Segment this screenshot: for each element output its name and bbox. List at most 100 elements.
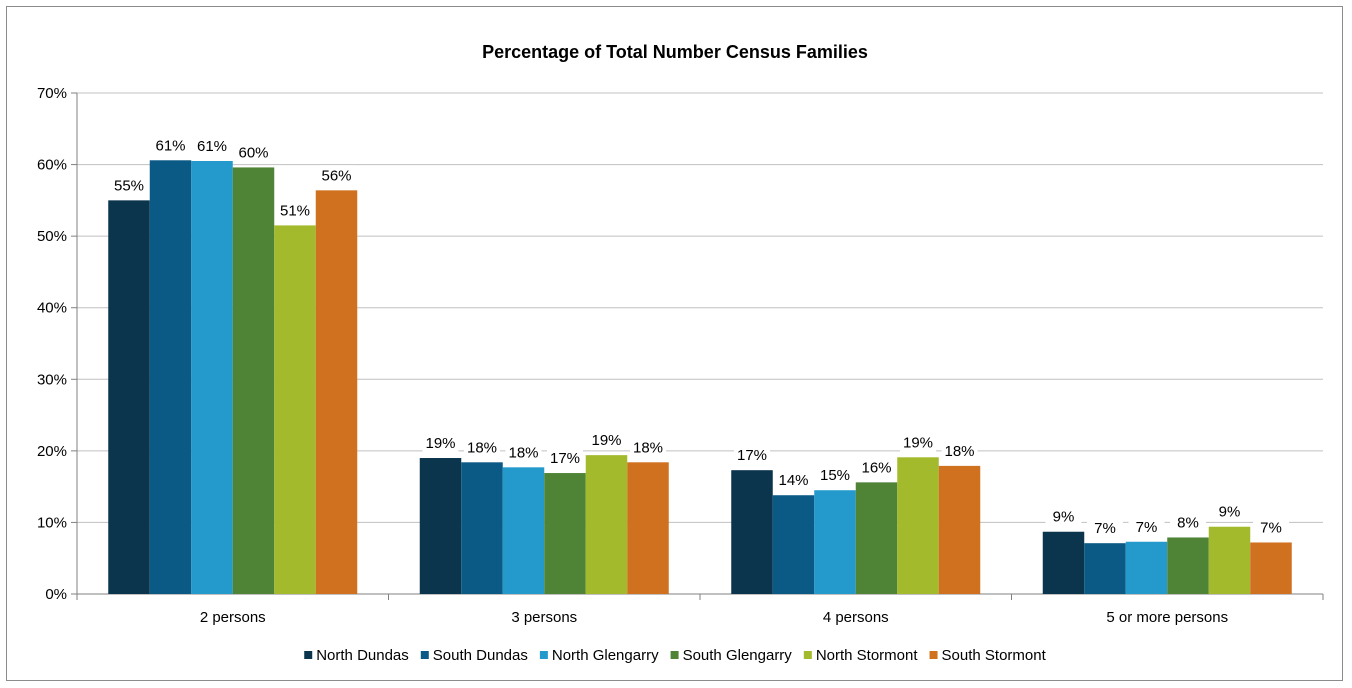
data-label-text: 17% bbox=[550, 450, 580, 467]
legend-entry: South Dundas bbox=[420, 647, 528, 664]
chart-title: Percentage of Total Number Census Famili… bbox=[482, 42, 868, 62]
legend-label: South Dundas bbox=[433, 647, 528, 664]
data-label-text: 18% bbox=[633, 439, 663, 456]
data-label-bg bbox=[734, 445, 770, 466]
legend-entry: South Stormont bbox=[929, 647, 1047, 664]
data-label-bg bbox=[111, 175, 147, 196]
legend-swatch bbox=[539, 651, 548, 659]
y-tick-label: 0% bbox=[45, 586, 67, 603]
data-label-bg bbox=[630, 437, 666, 458]
data-label-text: 56% bbox=[321, 167, 351, 184]
data-label: 18% bbox=[464, 437, 500, 458]
data-label-text: 55% bbox=[114, 177, 144, 194]
data-label-bg bbox=[900, 432, 936, 453]
bar bbox=[585, 455, 628, 594]
legend-swatch bbox=[929, 651, 938, 659]
bar bbox=[191, 160, 233, 594]
legend-swatch bbox=[670, 651, 679, 659]
data-label-bg bbox=[1087, 518, 1123, 539]
x-tick-label: 5 or more persons bbox=[1106, 609, 1228, 626]
bar bbox=[108, 200, 150, 594]
legend-entry: North Glengarry bbox=[539, 647, 659, 664]
data-label-bg bbox=[318, 165, 355, 186]
bar bbox=[1250, 542, 1292, 594]
legend-label: South Stormont bbox=[942, 647, 1047, 664]
bar bbox=[897, 457, 939, 594]
data-label: 19% bbox=[422, 433, 459, 454]
y-tick-label: 20% bbox=[37, 443, 67, 460]
data-label: 18% bbox=[941, 440, 978, 461]
bar bbox=[419, 458, 462, 594]
legend-label: North Stormont bbox=[816, 647, 919, 664]
x-tick-label: 4 persons bbox=[823, 609, 889, 626]
data-label-bg bbox=[775, 470, 812, 491]
data-label-bg bbox=[1045, 506, 1082, 527]
chart-frame: Percentage of Total Number Census Famili… bbox=[6, 6, 1343, 681]
data-label: 61% bbox=[194, 135, 230, 156]
bar bbox=[1208, 526, 1251, 594]
bar bbox=[1167, 537, 1209, 594]
data-label: 61% bbox=[152, 135, 189, 156]
data-label-bg bbox=[1211, 501, 1248, 522]
data-label: 14% bbox=[775, 470, 812, 491]
data-label-text: 8% bbox=[1177, 514, 1199, 531]
bar bbox=[315, 190, 358, 594]
bar bbox=[274, 225, 316, 594]
data-label-bg bbox=[547, 448, 583, 469]
data-label-text: 18% bbox=[467, 439, 497, 456]
y-tick-label: 10% bbox=[37, 514, 67, 531]
data-label: 19% bbox=[900, 432, 936, 453]
data-label-text: 61% bbox=[155, 137, 185, 154]
legend-label: South Glengarry bbox=[683, 647, 793, 664]
bar bbox=[1125, 541, 1168, 594]
data-label: 8% bbox=[1170, 512, 1206, 533]
data-label: 56% bbox=[318, 165, 355, 186]
data-label: 9% bbox=[1211, 501, 1248, 522]
data-label-bg bbox=[1170, 512, 1206, 533]
bar bbox=[1042, 531, 1085, 594]
bar bbox=[772, 495, 815, 594]
bar bbox=[149, 160, 192, 594]
data-label: 55% bbox=[111, 175, 147, 196]
data-label-text: 9% bbox=[1219, 504, 1241, 521]
bar bbox=[544, 473, 586, 594]
chart-svg: Percentage of Total Number Census Famili… bbox=[37, 42, 1324, 664]
y-tick-label: 70% bbox=[37, 85, 67, 102]
data-label-bg bbox=[817, 465, 853, 486]
data-label-bg bbox=[858, 457, 895, 478]
data-label-bg bbox=[464, 437, 500, 458]
data-label: 51% bbox=[277, 200, 313, 221]
data-label-bg bbox=[235, 142, 272, 163]
bars bbox=[108, 160, 1292, 595]
data-label-text: 19% bbox=[591, 432, 621, 449]
bar bbox=[938, 465, 981, 594]
data-label-bg bbox=[422, 433, 459, 454]
data-label-text: 9% bbox=[1053, 509, 1075, 526]
data-label-text: 17% bbox=[737, 447, 767, 464]
bar bbox=[814, 490, 856, 594]
data-labels: 55% 61% 61% 60% 51% 56% 19% 18% 18% 17% 19% 18% 17% 1… bbox=[111, 135, 1289, 539]
data-label-text: 51% bbox=[280, 202, 310, 219]
data-label-text: 61% bbox=[197, 138, 227, 155]
data-label: 7% bbox=[1128, 516, 1165, 537]
data-label-text: 19% bbox=[425, 435, 455, 452]
y-tick-label: 30% bbox=[37, 371, 67, 388]
y-tick-label: 50% bbox=[37, 228, 67, 245]
data-label-bg bbox=[277, 200, 313, 221]
legend-label: North Glengarry bbox=[552, 647, 659, 664]
bar bbox=[627, 462, 669, 594]
data-label-text: 18% bbox=[508, 444, 538, 461]
data-label: 9% bbox=[1045, 506, 1082, 527]
data-label-text: 16% bbox=[861, 459, 891, 476]
data-label-bg bbox=[1253, 517, 1289, 538]
data-label-bg bbox=[194, 135, 230, 156]
data-label: 16% bbox=[858, 457, 895, 478]
data-label-bg bbox=[152, 135, 189, 156]
data-label: 7% bbox=[1253, 517, 1289, 538]
data-label-text: 7% bbox=[1136, 519, 1158, 536]
legend: North Dundas South Dundas North Glengarry S… bbox=[304, 647, 1047, 664]
data-label: 19% bbox=[588, 430, 625, 451]
data-label-bg bbox=[1128, 516, 1165, 537]
data-label-text: 7% bbox=[1094, 520, 1116, 537]
legend-swatch bbox=[803, 651, 812, 659]
